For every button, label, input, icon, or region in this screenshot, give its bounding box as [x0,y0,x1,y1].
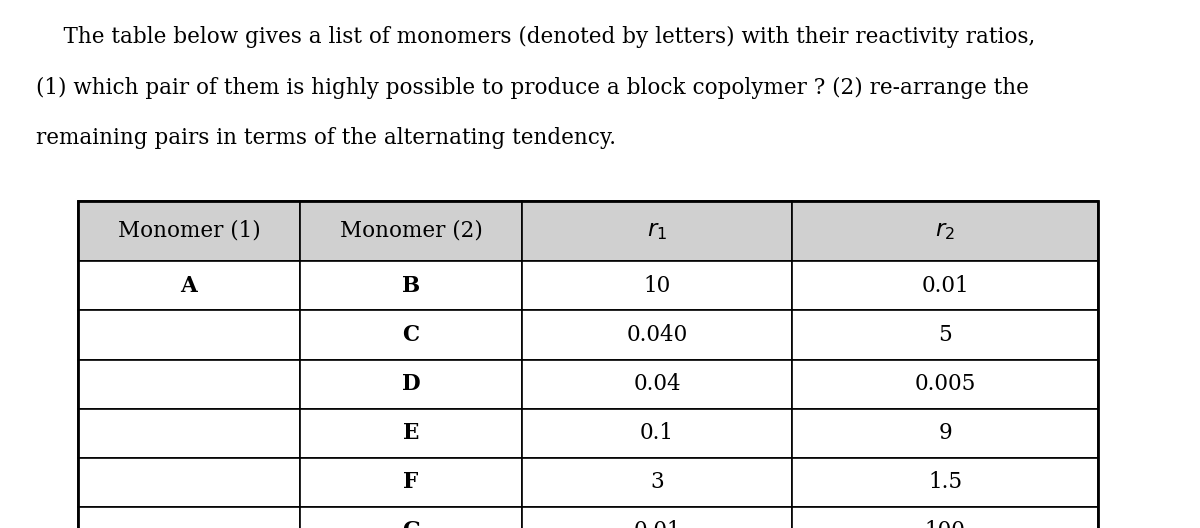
Bar [522,261,792,310]
Bar [300,360,522,409]
Text: Monomer (2): Monomer (2) [340,220,482,242]
Bar [78,360,300,409]
Text: remaining pairs in terms of the alternating tendency.: remaining pairs in terms of the alternat… [36,127,616,149]
Text: 100: 100 [924,521,966,528]
Bar [792,507,1098,528]
Bar [78,261,300,310]
Bar [78,409,300,458]
Text: 0.04: 0.04 [634,373,680,395]
Text: 0.01: 0.01 [922,275,968,297]
Text: 0.040: 0.040 [626,324,688,346]
Text: A: A [181,275,197,297]
Text: C: C [402,324,420,346]
Text: 5: 5 [938,324,952,346]
Bar [522,310,792,360]
Bar [300,310,522,360]
Text: The table below gives a list of monomers (denoted by letters) with their reactiv: The table below gives a list of monomers… [36,26,1036,49]
Bar [300,458,522,507]
Text: Monomer (1): Monomer (1) [118,220,260,242]
Bar [522,201,792,261]
Text: $r_1$: $r_1$ [647,220,667,242]
Text: F: F [403,472,419,493]
Text: 0.005: 0.005 [914,373,976,395]
Bar [792,458,1098,507]
Bar [78,507,300,528]
Text: E: E [403,422,419,444]
Bar [300,409,522,458]
Bar [300,261,522,310]
Text: 0.01: 0.01 [634,521,680,528]
Bar [78,201,300,261]
Bar [300,507,522,528]
Text: (1) which pair of them is highly possible to produce a block copolymer ? (2) re-: (1) which pair of them is highly possibl… [36,77,1028,99]
Bar [792,201,1098,261]
Bar [522,507,792,528]
Bar [792,360,1098,409]
Bar [792,310,1098,360]
Text: B: B [402,275,420,297]
Text: 3: 3 [650,472,664,493]
Text: 10: 10 [643,275,671,297]
Bar [300,201,522,261]
Text: 1.5: 1.5 [928,472,962,493]
Bar [792,409,1098,458]
Text: $r_2$: $r_2$ [935,220,955,242]
Bar [78,310,300,360]
Text: 0.1: 0.1 [640,422,674,444]
Bar [522,458,792,507]
Text: D: D [402,373,420,395]
Bar [522,409,792,458]
Bar [78,201,1098,528]
Bar [522,360,792,409]
Bar [792,261,1098,310]
Text: 9: 9 [938,422,952,444]
Bar [78,458,300,507]
Text: G: G [402,521,420,528]
